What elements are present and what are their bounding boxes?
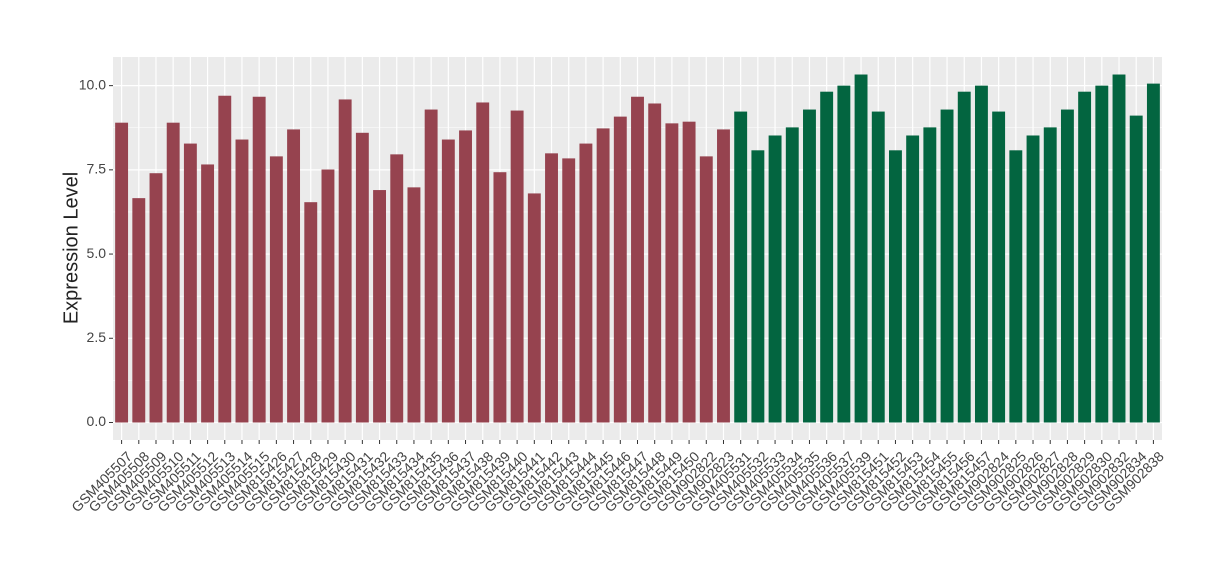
bar bbox=[441, 139, 455, 423]
bar bbox=[218, 95, 232, 423]
bar bbox=[166, 122, 180, 423]
bar bbox=[992, 111, 1006, 423]
bar bbox=[562, 158, 576, 423]
bar bbox=[613, 116, 627, 423]
bar bbox=[1009, 150, 1023, 423]
y-tick-label: 5.0 bbox=[87, 245, 107, 261]
bar bbox=[269, 156, 283, 423]
bar bbox=[974, 85, 988, 423]
bar bbox=[940, 109, 954, 423]
bar bbox=[201, 164, 215, 423]
bar bbox=[957, 91, 971, 423]
y-tick-label: 2.5 bbox=[87, 329, 107, 345]
bar bbox=[1112, 74, 1126, 423]
bar bbox=[287, 129, 301, 423]
bar bbox=[751, 150, 765, 423]
bar bbox=[837, 85, 851, 423]
bar bbox=[1026, 135, 1040, 423]
bar bbox=[390, 154, 404, 423]
bar bbox=[768, 135, 782, 423]
bar bbox=[665, 123, 679, 423]
bar bbox=[459, 130, 472, 423]
bar bbox=[115, 122, 129, 423]
bar bbox=[803, 109, 816, 423]
bar bbox=[596, 128, 610, 423]
bar bbox=[373, 190, 386, 423]
bar bbox=[355, 132, 369, 423]
bar bbox=[235, 139, 249, 423]
bar bbox=[923, 127, 937, 423]
bar bbox=[1078, 91, 1092, 423]
bar bbox=[1043, 127, 1057, 423]
bar bbox=[631, 96, 644, 423]
bar bbox=[183, 143, 197, 423]
bar bbox=[1146, 83, 1160, 423]
bar bbox=[1129, 115, 1143, 423]
bar bbox=[1095, 85, 1109, 423]
bar bbox=[682, 121, 696, 423]
bar bbox=[871, 111, 885, 423]
bar bbox=[527, 193, 541, 423]
axes: 0.02.55.07.510.0GSM405507GSM405508GSM405… bbox=[68, 76, 1167, 515]
bar bbox=[1060, 109, 1074, 423]
bar bbox=[545, 153, 558, 423]
bar bbox=[304, 202, 318, 423]
bar bbox=[132, 198, 146, 423]
bar bbox=[424, 109, 438, 423]
y-axis-title: Expression Level bbox=[60, 172, 82, 324]
y-tick-label: 7.5 bbox=[87, 161, 107, 177]
bar bbox=[906, 135, 920, 423]
bar bbox=[579, 143, 593, 423]
bar bbox=[407, 187, 421, 423]
bars bbox=[115, 74, 1160, 423]
bar bbox=[338, 99, 352, 423]
bar bbox=[854, 74, 868, 423]
bar bbox=[493, 172, 507, 423]
bar bbox=[510, 110, 524, 423]
bar bbox=[889, 150, 902, 423]
bar bbox=[252, 96, 266, 423]
bar bbox=[648, 103, 662, 423]
bar bbox=[734, 111, 748, 423]
bar bbox=[785, 127, 799, 423]
bar bbox=[717, 129, 730, 423]
bar bbox=[149, 173, 163, 423]
y-tick-label: 10.0 bbox=[79, 76, 106, 92]
bar bbox=[820, 91, 834, 423]
bar bbox=[476, 102, 490, 423]
y-tick-label: 0.0 bbox=[87, 413, 107, 429]
bar bbox=[321, 169, 335, 423]
bar bbox=[699, 156, 713, 423]
